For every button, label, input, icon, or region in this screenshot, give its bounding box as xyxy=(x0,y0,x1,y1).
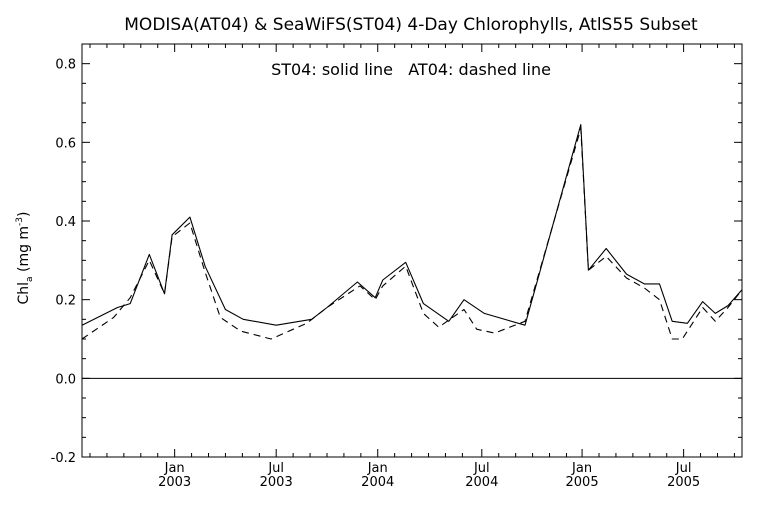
y-tick-label-4: 0.6 xyxy=(55,136,76,151)
y-tick-label-0: -0.2 xyxy=(51,451,76,466)
x-tick-year-3: 2004 xyxy=(465,475,498,490)
plot-area: -0.20.00.20.40.60.8Jan2003Jul2003Jan2004… xyxy=(51,43,743,490)
y-tick-label-5: 0.8 xyxy=(55,58,76,73)
y-axis-label-unit-exponent: -3 xyxy=(15,217,25,226)
y-tick-label-1: 0.0 xyxy=(55,372,76,387)
x-tick-year-2: 2004 xyxy=(361,475,394,490)
y-axis-label-unit-close: ) xyxy=(16,211,32,216)
x-tick-year-5: 2005 xyxy=(667,475,700,490)
x-tick-year-1: 2003 xyxy=(260,475,293,490)
x-tick-month-1: Jul xyxy=(267,461,284,476)
x-tick-month-3: Jul xyxy=(473,461,490,476)
chart-title: MODISA(AT04) & SeaWiFS(ST04) 4-Day Chlor… xyxy=(124,15,698,35)
y-tick-label-3: 0.4 xyxy=(55,215,76,230)
x-tick-month-0: Jan xyxy=(164,461,185,476)
x-tick-month-2: Jan xyxy=(367,461,388,476)
y-axis-label-unit-open: (mg m xyxy=(16,226,32,277)
series-line-st04 xyxy=(81,124,743,326)
y-axis-label-subscript: a xyxy=(25,276,35,282)
y-axis-label-main: Chl xyxy=(16,282,32,305)
y-axis-label: Chla (mg m-3) xyxy=(15,211,35,304)
x-tick-month-4: Jan xyxy=(571,461,592,476)
legend-annotation: ST04: solid line AT04: dashed line xyxy=(271,60,551,79)
x-tick-year-4: 2005 xyxy=(566,475,599,490)
y-tick-label-2: 0.2 xyxy=(55,294,76,309)
plot-frame xyxy=(81,43,743,458)
series-line-at04 xyxy=(81,128,743,340)
x-tick-month-5: Jul xyxy=(675,461,692,476)
x-tick-year-0: 2003 xyxy=(158,475,191,490)
